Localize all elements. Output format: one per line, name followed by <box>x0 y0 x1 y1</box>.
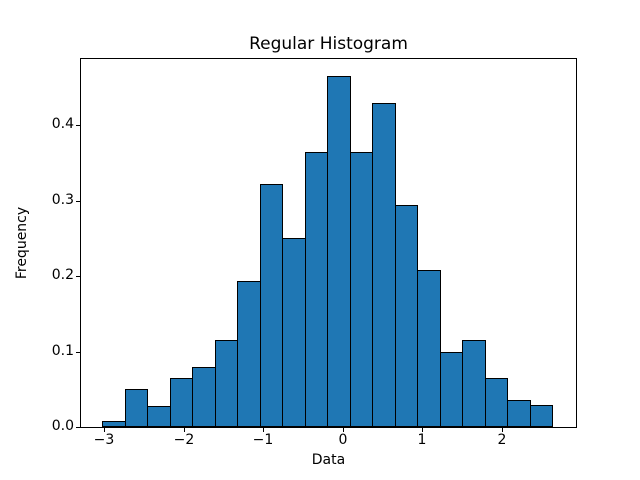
y-tick-mark <box>76 276 80 277</box>
histogram-bar <box>260 184 283 427</box>
histogram-bar <box>327 76 351 427</box>
histogram-bar <box>395 205 418 427</box>
x-tick-label: −2 <box>173 432 195 448</box>
histogram-bar <box>485 378 508 427</box>
histogram-bar <box>102 421 126 427</box>
histogram-bar <box>417 270 441 427</box>
y-tick-label: 0.2 <box>51 267 74 283</box>
x-tick-label: −1 <box>252 432 274 448</box>
histogram-bar <box>462 340 486 427</box>
x-tick-mark <box>502 428 503 432</box>
x-axis-label: Data <box>311 452 346 468</box>
histogram-bar <box>507 400 531 427</box>
x-tick-label: 1 <box>417 432 427 448</box>
histogram-bar <box>192 367 216 427</box>
histogram-bar <box>147 406 171 427</box>
histogram-bar <box>125 389 148 427</box>
histogram-bar <box>237 281 261 427</box>
histogram-bar <box>170 378 193 427</box>
x-tick-label: 0 <box>338 432 348 448</box>
y-tick-mark <box>76 427 80 428</box>
x-tick-mark <box>343 428 344 432</box>
chart-title: Regular Histogram <box>249 34 408 54</box>
histogram-bar <box>282 238 306 427</box>
histogram-bar <box>530 405 553 427</box>
x-tick-mark <box>104 428 105 432</box>
y-tick-mark <box>76 201 80 202</box>
y-tick-mark <box>76 352 80 353</box>
y-tick-label: 0.1 <box>51 343 74 359</box>
x-tick-label: 2 <box>497 432 507 448</box>
y-tick-mark <box>76 125 80 126</box>
histogram-bar <box>305 152 328 427</box>
x-tick-label: −3 <box>93 432 115 448</box>
y-tick-label: 0.4 <box>51 116 74 132</box>
histogram-bar <box>215 340 238 427</box>
histogram-bar <box>350 152 373 427</box>
x-tick-mark <box>184 428 185 432</box>
y-tick-label: 0.0 <box>51 418 74 434</box>
histogram-bar <box>440 352 463 427</box>
x-tick-mark <box>263 428 264 432</box>
y-axis-label: Frequency <box>14 206 30 280</box>
x-tick-mark <box>422 428 423 432</box>
histogram-bar <box>372 103 396 427</box>
y-tick-label: 0.3 <box>51 192 74 208</box>
plot-area <box>80 58 577 428</box>
